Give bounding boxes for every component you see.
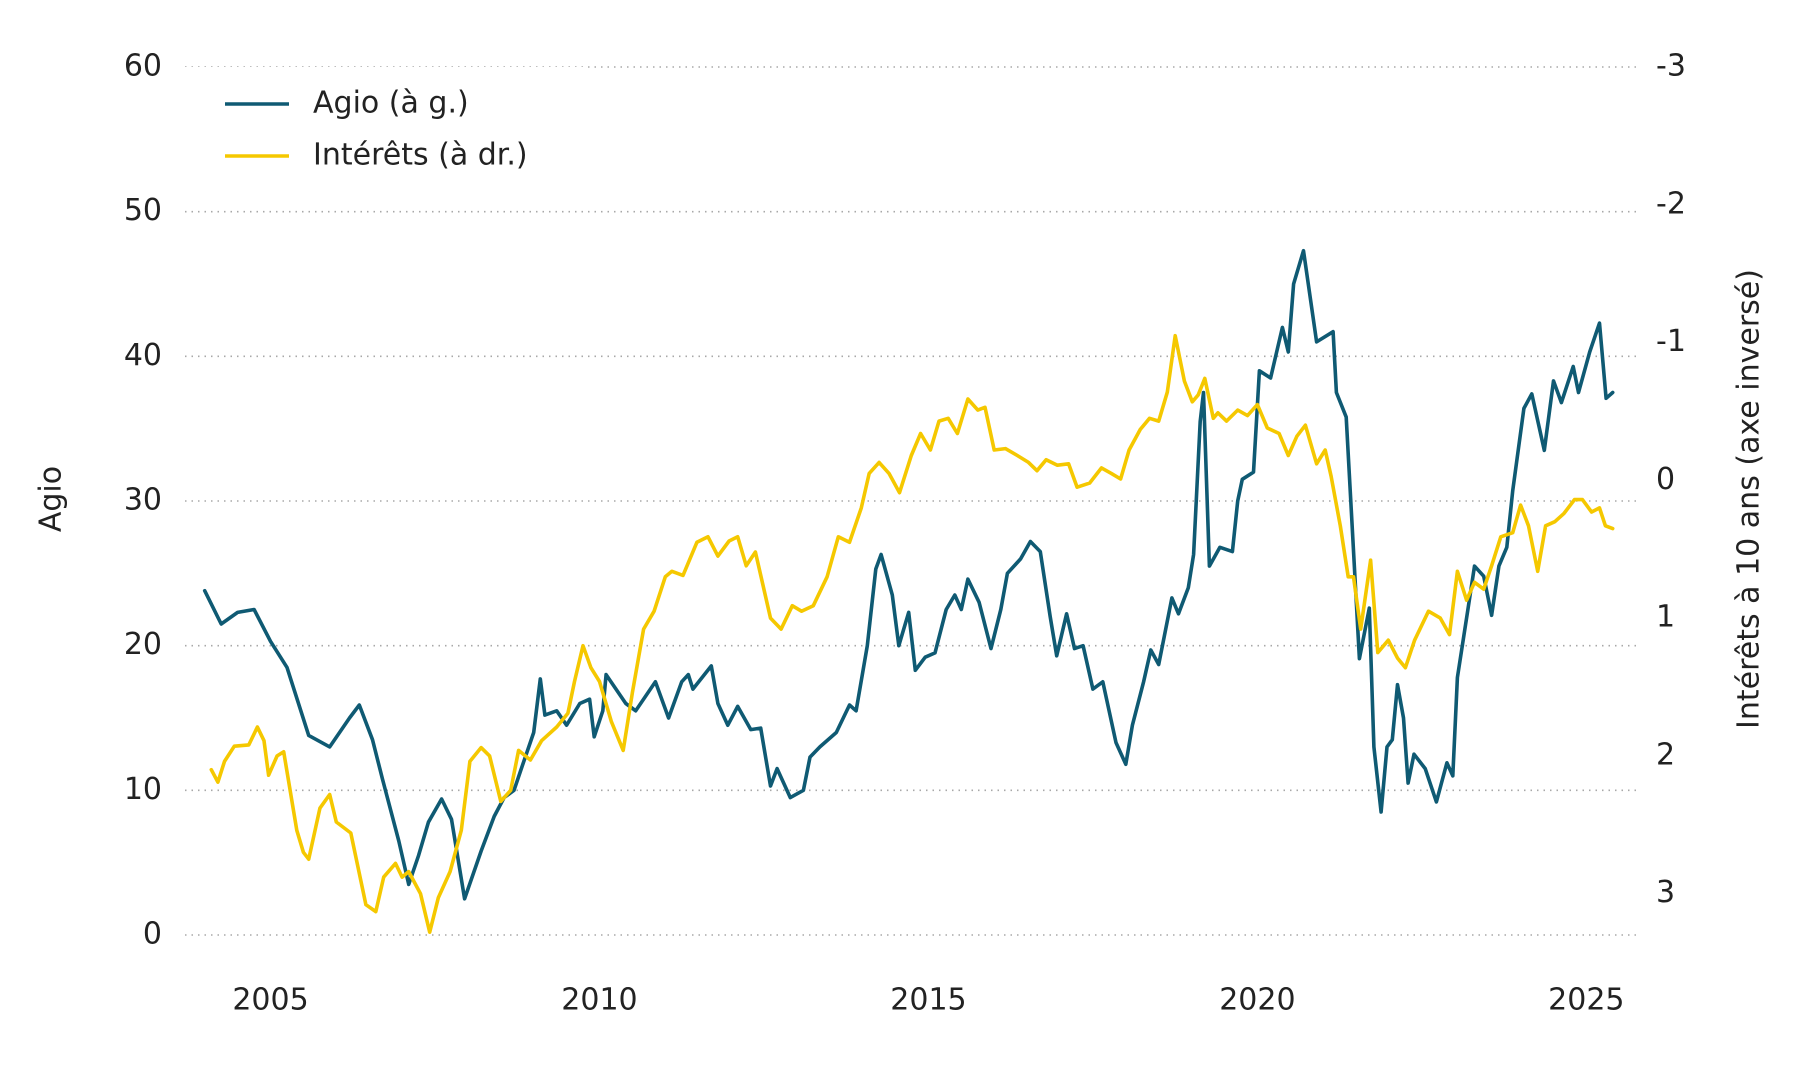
y-tick-label: 10 — [124, 772, 162, 807]
x-tick-label: 2025 — [1548, 983, 1624, 1018]
x-tick-label: 2020 — [1219, 983, 1295, 1018]
y-tick-label: 0 — [143, 917, 162, 952]
y-tick-label: 50 — [124, 193, 162, 228]
series-line — [202, 248, 1615, 901]
legend-background — [185, 67, 585, 185]
y2-tick-label: 3 — [1656, 875, 1675, 910]
plot-area — [202, 248, 1615, 934]
legend-label: Intérêts (à dr.) — [313, 138, 528, 173]
grid — [185, 66, 1639, 936]
y-tick-label: 60 — [124, 49, 162, 84]
y-tick-label: 40 — [124, 338, 162, 373]
x-tick-label: 2015 — [890, 983, 966, 1018]
axes: Agio Intérêts à 10 ans (axe inversé) 010… — [34, 49, 1767, 1018]
y2-tick-label: 0 — [1656, 462, 1675, 497]
y2-tick-label: -3 — [1656, 49, 1686, 84]
series-line — [209, 333, 1615, 934]
legend: Agio (à g.) Intérêts (à dr.) — [225, 86, 528, 173]
y2-tick-label: -1 — [1656, 324, 1686, 359]
y-axis-label: Agio — [34, 466, 69, 532]
y-tick-label: 20 — [124, 627, 162, 662]
x-tick-label: 2010 — [561, 983, 637, 1018]
y2-tick-label: 2 — [1656, 737, 1675, 772]
y-tick-label: 30 — [124, 483, 162, 518]
y2-tick-label: -2 — [1656, 186, 1686, 221]
legend-label: Agio (à g.) — [313, 86, 469, 121]
y2-tick-label: 1 — [1656, 600, 1675, 635]
y2-axis-label: Intérêts à 10 ans (axe inversé) — [1732, 269, 1767, 729]
x-tick-label: 2005 — [232, 983, 308, 1018]
